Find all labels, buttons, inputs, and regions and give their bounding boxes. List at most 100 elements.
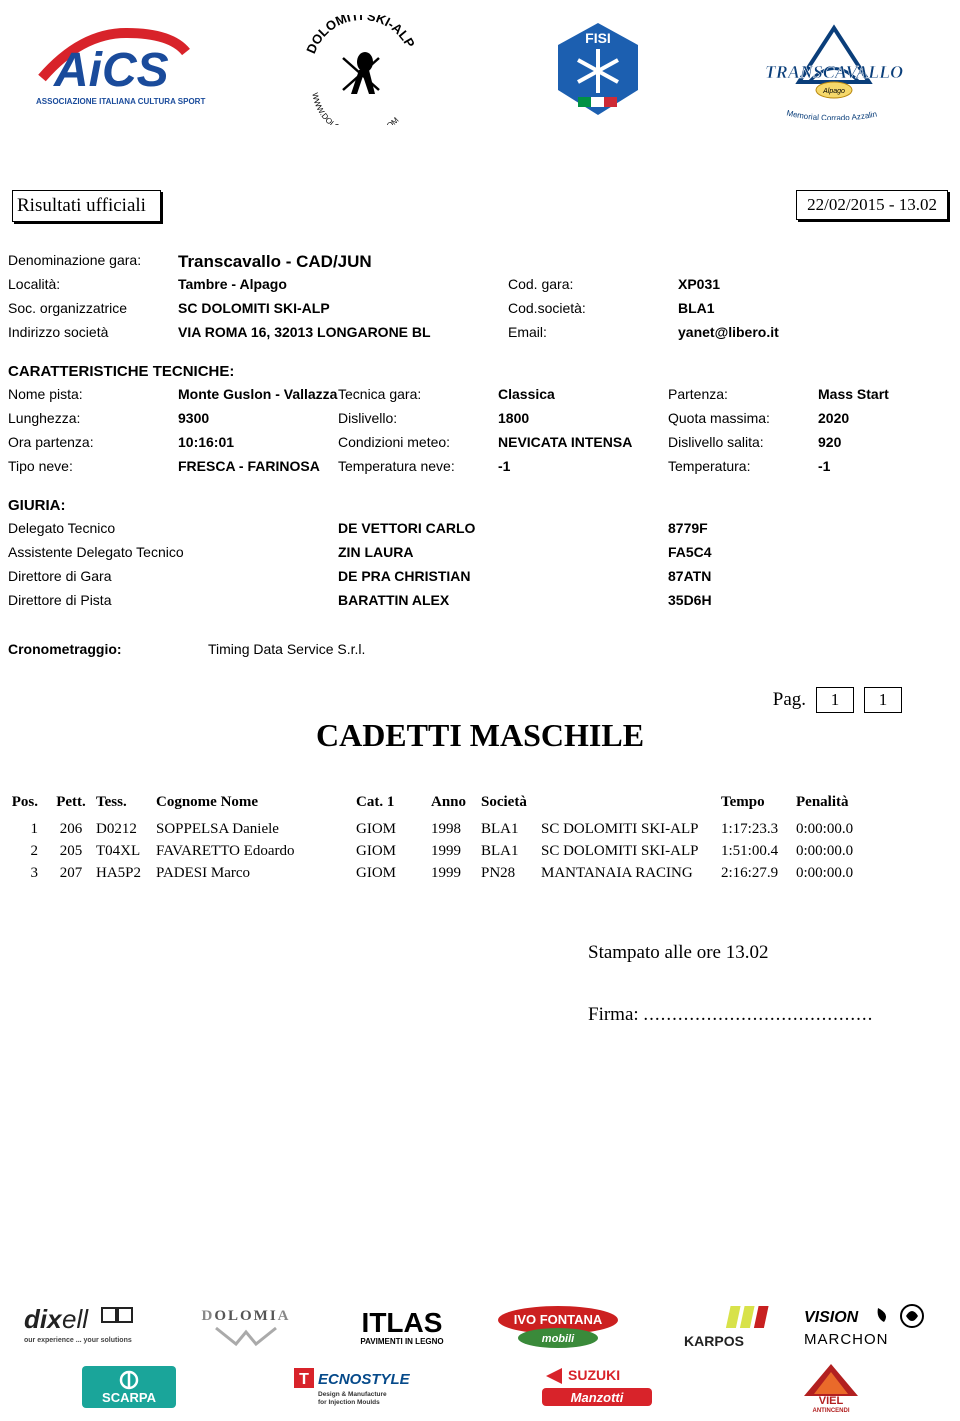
ct-cell: 10:16:01 [178, 434, 338, 453]
indirizzo-label: Indirizzo società [8, 324, 178, 343]
sponsor-vision-marchon: VISION MARCHON [795, 1303, 945, 1353]
giuria-row: Direttore di PistaBARATTIN ALEX35D6H [8, 592, 952, 611]
results-cell-pen: 0:00:00.0 [796, 843, 876, 860]
pager: Pag. 1 1 [8, 687, 952, 713]
svg-text:DOLOMIA: DOLOMIA [201, 1308, 290, 1324]
svg-text:ANTINCENDI: ANTINCENDI [813, 1408, 850, 1412]
giuria-row: Assistente Delegato TecnicoZIN LAURAFA5C… [8, 544, 952, 563]
results-cell-pett: 206 [46, 821, 96, 838]
firma-line: Firma: [588, 1004, 952, 1026]
svg-text:FISI: FISI [585, 30, 611, 46]
giuria-cell: Assistente Delegato Tecnico [8, 544, 338, 563]
ct-cell: Mass Start [818, 386, 889, 405]
ct-cell: FRESCA - FARINOSA [178, 458, 338, 477]
giuria-cell: 87ATN [668, 568, 711, 587]
results-cell-anno: 1999 [431, 865, 481, 882]
sponsor-dolomia: DOLOMIA [171, 1303, 321, 1353]
cod-gara-label: Cod. gara: [508, 276, 678, 295]
giuria-row: Delegato TecnicoDE VETTORI CARLO8779F [8, 520, 952, 539]
pager-total: 1 [864, 687, 902, 713]
col-pos-header: Pos. [8, 794, 46, 811]
category-title: CADETTI MASCHILE [8, 717, 952, 754]
ct-cell: Tipo neve: [8, 458, 178, 477]
results-body: 1206D0212SOPPELSA DanieleGIOM1998BLA1SC … [8, 821, 952, 882]
firma-dots [643, 1004, 873, 1025]
svg-text:VISION: VISION [804, 1309, 859, 1326]
results-cell-tempo: 2:16:27.9 [721, 865, 796, 882]
col-pen-header: Penalità [796, 794, 876, 811]
svg-text:our experience ... your soluti: our experience ... your solutions [24, 1337, 132, 1344]
svg-text:ell: ell [62, 1304, 89, 1334]
soc-org-label: Soc. organizzatrice [8, 300, 178, 319]
ct-cell: Monte Guslon - Vallazza [178, 386, 338, 405]
results-cell-anno: 1998 [431, 821, 481, 838]
svg-text:SUZUKI: SUZUKI [568, 1367, 620, 1383]
localita-value: Tambre - Alpago [178, 276, 508, 295]
giuria-section-title: GIURIA: [8, 497, 952, 514]
svg-text:PAVIMENTI IN LEGNO: PAVIMENTI IN LEGNO [360, 1337, 443, 1346]
svg-text:T: T [299, 1371, 309, 1388]
svg-text:VIEL: VIEL [819, 1395, 844, 1407]
cod-gara-value: XP031 [678, 276, 828, 295]
svg-text:Alpago: Alpago [822, 88, 845, 95]
svg-text:AiCS: AiCS [53, 44, 169, 97]
svg-text:Memorial Corrado Azzalin: Memorial Corrado Azzalin [786, 108, 878, 120]
ct-cell: -1 [498, 458, 668, 477]
soc-org-value: SC DOLOMITI SKI-ALP [178, 300, 508, 319]
stamp-text: Stampato alle ore 13.02 [588, 942, 952, 964]
results-cell-tempo: 1:17:23.3 [721, 821, 796, 838]
results-cell-tess: T04XL [96, 843, 156, 860]
svg-text:KARPOS: KARPOS [684, 1333, 744, 1349]
page-title-box: Risultati ufficiali [12, 190, 161, 222]
ct-cell: NEVICATA INTENSA [498, 434, 668, 453]
giuria-cell: Direttore di Gara [8, 568, 338, 587]
results-cell-cat: GIOM [356, 865, 431, 882]
results-cell-anno: 1999 [431, 843, 481, 860]
svg-text:WWW.DOLOMITISKI-ALP.COM: WWW.DOLOMITISKI-ALP.COM [310, 92, 400, 125]
col-tempo-header: Tempo [721, 794, 796, 811]
header-logos: AiCS ASSOCIAZIONE ITALIANA CULTURA SPORT… [8, 0, 952, 130]
denom-value: Transcavallo - CAD/JUN [178, 252, 372, 271]
col-nome-header: Cognome Nome [156, 794, 356, 811]
sponsor-itlas: ITLAS PAVIMENTI IN LEGNO [327, 1303, 477, 1353]
giuria-cell: ZIN LAURA [338, 544, 668, 563]
giuria-cell: 35D6H [668, 592, 712, 611]
results-cell-socn: MANTANAIA RACING [541, 865, 721, 882]
svg-text:for Injection Moulds: for Injection Moulds [318, 1399, 380, 1406]
ct-cell: Dislivello: [338, 410, 498, 429]
results-cell-pett: 207 [46, 865, 96, 882]
localita-label: Località: [8, 276, 178, 295]
logo-dolomiti-ski-alp: DOLOMITI SKI-ALP WWW.DOLOMITISKI-ALP.COM [267, 20, 457, 120]
results-cell-pett: 205 [46, 843, 96, 860]
ct-cell: 1800 [498, 410, 668, 429]
crono-label: Cronometraggio: [8, 641, 208, 657]
results-cell-nome: PADESI Marco [156, 865, 356, 882]
giuria-table: Delegato TecnicoDE VETTORI CARLO8779F Ass… [8, 520, 952, 611]
results-header: Pos. Pett. Tess. Cognome Nome Cat. 1 Ann… [8, 794, 952, 811]
ct-cell: Temperatura neve: [338, 458, 498, 477]
results-cell-pos: 1 [8, 821, 46, 838]
results-cell-tess: D0212 [96, 821, 156, 838]
results-cell-soc: PN28 [481, 865, 541, 882]
col-pett-header: Pett. [46, 794, 96, 811]
col-tess-header: Tess. [96, 794, 156, 811]
ct-cell: Nome pista: [8, 386, 178, 405]
results-cell-tempo: 1:51:00.4 [721, 843, 796, 860]
logo-fisi: FISI [503, 20, 693, 120]
page-title: Risultati ufficiali [17, 195, 146, 216]
results-cell-soc: BLA1 [481, 843, 541, 860]
giuria-cell: 8779F [668, 520, 708, 539]
ct-cell: Condizioni meteo: [338, 434, 498, 453]
results-cell-tess: HA5P2 [96, 865, 156, 882]
sponsor-dixell: dix ell our experience ... your solution… [15, 1303, 165, 1353]
results-cell-nome: FAVARETTO Edoardo [156, 843, 356, 860]
denom-label: Denominazione gara: [8, 252, 178, 271]
date-box: 22/02/2015 - 13.02 [796, 190, 948, 220]
results-cell-pen: 0:00:00.0 [796, 821, 876, 838]
cod-soc-value: BLA1 [678, 300, 828, 319]
sponsor-ivo-fontana: IVO FONTANA mobili [483, 1303, 633, 1353]
logo-transcavallo: TRANSCAVALLO Alpago Memorial Corrado Azz… [739, 20, 929, 120]
giuria-cell: FA5C4 [668, 544, 712, 563]
ct-cell: 2020 [818, 410, 849, 429]
col-soc-header: Società [481, 794, 721, 811]
